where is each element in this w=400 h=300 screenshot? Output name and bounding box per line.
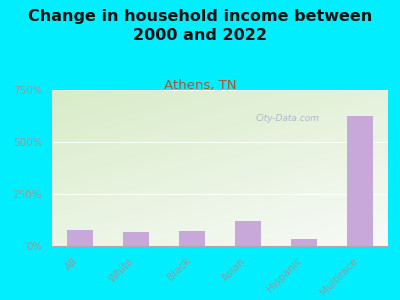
Bar — [291, 239, 317, 246]
Bar — [67, 230, 93, 246]
Bar — [123, 232, 149, 246]
Text: City-Data.com: City-Data.com — [255, 114, 319, 123]
Bar — [235, 221, 261, 246]
Text: Change in household income between
2000 and 2022: Change in household income between 2000 … — [28, 9, 372, 43]
Bar — [347, 116, 373, 246]
Bar — [179, 231, 204, 246]
Text: Athens, TN: Athens, TN — [164, 80, 236, 92]
